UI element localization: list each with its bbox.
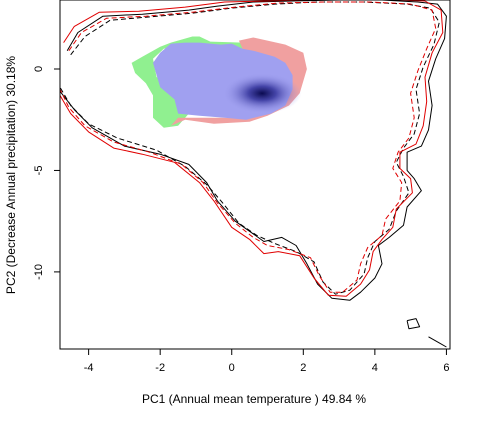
x-axis-label: PC1 (Annual mean temperature ) 49.84 %: [142, 392, 366, 406]
y-tick-label: -5: [33, 166, 45, 176]
x-axis: -4 -2 0 2 4 6: [84, 349, 449, 374]
x-tick-label: 6: [443, 362, 449, 374]
y-tick-label: -10: [33, 264, 45, 280]
density-peak: [222, 73, 302, 114]
y-tick-label: 0: [33, 66, 45, 72]
x-tick-label: -4: [84, 362, 94, 374]
y-axis-label: PC2 (Decrease Annual precipitation) 30.1…: [4, 56, 18, 294]
contour-line-7: [60, 1, 437, 293]
contour-line-5: [60, 1, 440, 295]
plot-frame: [59, 0, 451, 350]
contour-line-8: [406, 318, 421, 330]
y-axis: 0 -5 -10: [33, 66, 60, 280]
x-tick-label: 4: [372, 362, 378, 374]
plot-area: [60, 0, 447, 348]
x-tick-label: 0: [229, 362, 235, 374]
contour-line-9: [428, 336, 447, 348]
x-tick-label: 2: [300, 362, 306, 374]
contour-line-6: [60, 0, 444, 297]
x-tick-label: -2: [155, 362, 165, 374]
